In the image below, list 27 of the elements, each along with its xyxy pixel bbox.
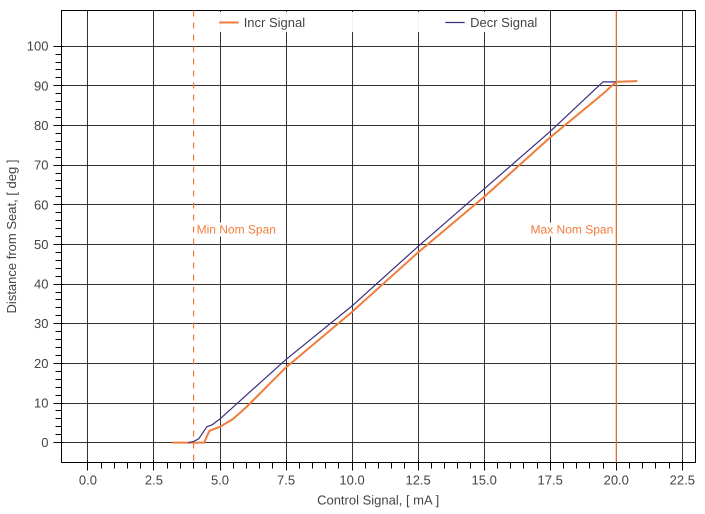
y-tick-label: 50: [34, 236, 49, 252]
y-tick-label: 100: [26, 38, 49, 54]
y-tick-label: 70: [34, 158, 49, 173]
y-tick-label: 40: [34, 276, 49, 292]
x-axis-title: Control Signal, [ mA ]: [317, 492, 440, 508]
ref-line-label: Min Nom Span: [196, 222, 276, 236]
y-tick-label: 80: [34, 118, 49, 133]
y-axis-title: Distance from Seat, [ deg ]: [4, 160, 19, 314]
x-tick-label: 10.0: [339, 472, 365, 488]
y-tick-label: 90: [34, 78, 49, 94]
legend-label: Incr Signal: [244, 14, 306, 30]
ref-line-label: Max Nom Span: [530, 222, 614, 236]
x-tick-label: 0.0: [78, 472, 97, 488]
x-tick-label: 12.5: [405, 472, 431, 488]
x-tick-label: 5.0: [210, 472, 230, 488]
y-tick-label: 20: [34, 356, 49, 371]
y-tick-label: 10: [34, 396, 49, 411]
legend-label: Decr Signal: [470, 14, 538, 30]
x-tick-label: 15.0: [472, 472, 497, 488]
y-tick-label: 30: [34, 316, 49, 332]
y-tick-label: 60: [34, 197, 49, 212]
x-tick-label: 17.5: [538, 472, 563, 488]
x-tick-label: 7.5: [277, 472, 296, 488]
x-tick-label: 2.5: [144, 472, 163, 488]
y-tick-label: 0: [41, 435, 49, 450]
x-tick-label: 22.5: [670, 472, 695, 488]
x-tick-label: 20.0: [604, 472, 629, 488]
